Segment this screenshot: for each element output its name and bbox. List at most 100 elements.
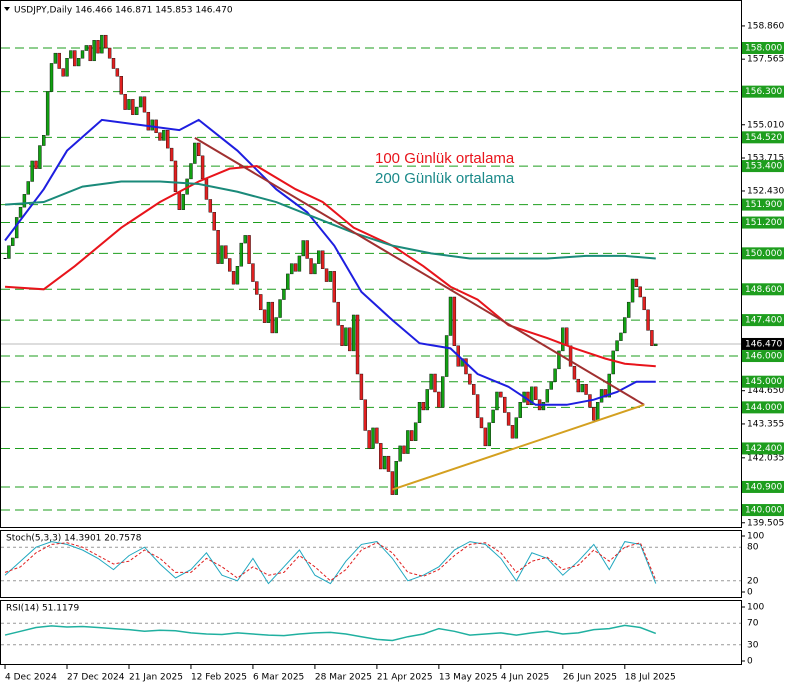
candle: [38, 145, 42, 169]
stoch-title: Stoch(5,3,3) 14.3901 20.7578: [6, 534, 142, 544]
y-tick-label: 70: [747, 619, 759, 629]
candle: [119, 76, 123, 95]
candle: [100, 34, 104, 54]
candle: [429, 373, 433, 390]
candle: [42, 135, 46, 146]
candle: [576, 378, 581, 393]
level-label: 140.000: [745, 506, 782, 516]
x-tick-label: 28 Mar 2025: [315, 673, 372, 683]
candle: [150, 119, 154, 131]
candle: [425, 389, 429, 411]
candle: [96, 40, 100, 54]
candle: [69, 50, 73, 59]
x-tick-label: 13 May 2025: [439, 673, 498, 683]
candle: [475, 394, 480, 418]
candle: [18, 206, 23, 218]
candle: [45, 91, 50, 136]
x-tick-label: 12 Feb 2025: [191, 673, 247, 683]
candle: [200, 155, 205, 180]
candle: [251, 263, 255, 282]
candle: [282, 289, 286, 300]
candle: [309, 258, 313, 275]
candle: [138, 96, 143, 108]
candle: [305, 240, 309, 259]
level-box: [742, 314, 784, 327]
candle: [220, 245, 224, 264]
candle: [30, 160, 34, 182]
candle: [22, 194, 27, 208]
candle: [328, 271, 333, 282]
candle: [518, 402, 522, 418]
candle: [410, 430, 414, 441]
x-tick-label: 21 Jan 2025: [129, 673, 183, 683]
candle: [181, 194, 185, 210]
level-box: [742, 247, 784, 260]
candle: [487, 422, 491, 447]
level-box: [742, 198, 784, 211]
candle: [417, 402, 422, 423]
x-tick-label: 6 Mar 2025: [253, 673, 304, 683]
annotation: 100 Günlük ortalama: [375, 150, 515, 167]
current-label: 146.470: [745, 339, 782, 349]
x-tick-label: 4 Jun 2025: [501, 673, 549, 683]
candle: [216, 230, 220, 264]
level-label: 151.900: [745, 200, 782, 210]
level-box: [742, 442, 784, 455]
candle: [208, 199, 213, 213]
candle: [7, 245, 11, 259]
candle: [111, 58, 116, 69]
candle: [204, 178, 209, 200]
x-tick-label: 4 Dec 2024: [5, 673, 57, 683]
candle: [231, 271, 236, 285]
candle: [421, 402, 426, 411]
candle: [88, 45, 92, 62]
stoch-signal: [4, 542, 657, 582]
candle: [53, 52, 58, 64]
candle: [270, 301, 275, 334]
candle: [104, 34, 108, 49]
level-box: [742, 131, 784, 144]
candle: [173, 160, 178, 192]
candle: [452, 296, 457, 346]
candle: [127, 99, 131, 110]
candle: [650, 330, 654, 346]
candle: [437, 391, 441, 408]
level-label: 144.000: [745, 403, 782, 413]
level-box: [742, 375, 784, 388]
candle: [76, 58, 81, 67]
candle: [448, 296, 453, 336]
candle: [367, 430, 371, 449]
candle: [568, 345, 573, 367]
candle: [189, 163, 193, 180]
level-label: 145.000: [745, 377, 782, 387]
candle: [444, 335, 449, 377]
y-tick-label: 0: [747, 657, 753, 667]
candle: [266, 301, 271, 323]
candle: [561, 327, 565, 352]
candle: [363, 399, 367, 431]
x-tick-label: 21 Apr 2025: [377, 673, 433, 683]
chart-title: USDJPY,Daily 146.466 146.871 145.853 146…: [14, 6, 233, 16]
candle: [243, 235, 247, 244]
menu-arrow: [4, 7, 10, 11]
candle: [514, 417, 519, 439]
candle: [274, 317, 278, 334]
rsi-pane: [0, 600, 742, 665]
candle: [73, 50, 77, 67]
candle: [564, 327, 569, 346]
candle: [351, 314, 356, 352]
candle: [468, 373, 472, 385]
candle: [390, 471, 395, 495]
level-label: 154.520: [745, 133, 782, 143]
candle: [375, 427, 379, 444]
y-tick-label: 153.715: [747, 153, 784, 163]
candle: [34, 160, 38, 169]
candle: [278, 299, 282, 318]
candle: [406, 430, 410, 454]
candle: [142, 96, 147, 113]
candle: [495, 391, 499, 411]
candle: [293, 263, 298, 272]
level-label: 148.600: [745, 285, 782, 295]
level-box: [742, 504, 784, 517]
candle: [483, 427, 488, 447]
